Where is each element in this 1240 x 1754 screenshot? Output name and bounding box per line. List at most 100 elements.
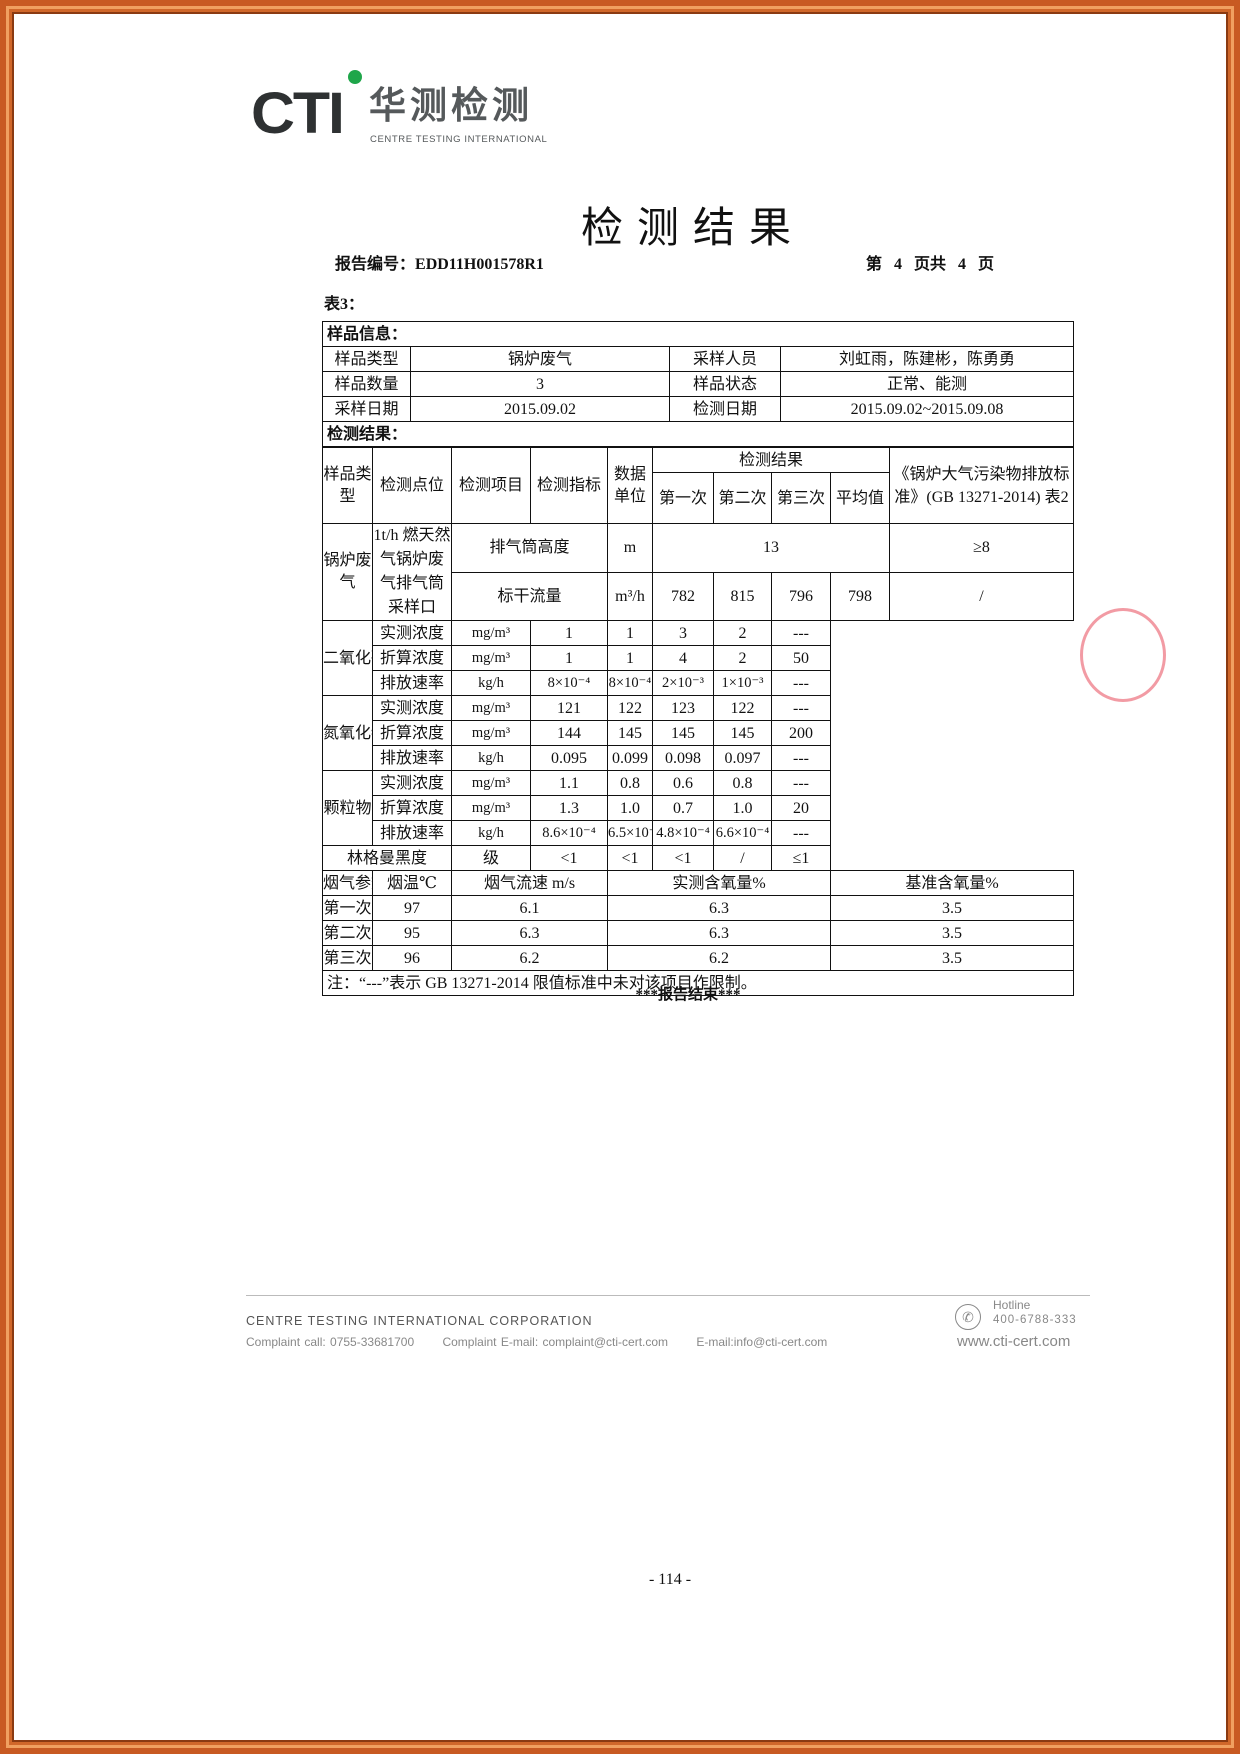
flue-header: 烟气流速 m/s (451, 870, 608, 896)
value-cell: 144 (530, 720, 608, 746)
run-cell: 第一次 (322, 895, 373, 921)
value-cell: 0.7 (652, 795, 714, 821)
header-point: 检测点位 (372, 447, 452, 524)
limit-cell: 50 (771, 645, 831, 671)
limit-cell: --- (771, 695, 831, 721)
hotline-label: Hotline (993, 1298, 1031, 1312)
cell-value: 锅炉废气 (410, 346, 670, 372)
value-cell: 1.1 (530, 770, 608, 796)
limit-cell: 200 (771, 720, 831, 746)
report-number-label: 报告编号： (335, 256, 416, 273)
cell-value: 2015.09.02 (410, 396, 670, 422)
cell-label: 检测日期 (669, 396, 781, 422)
footer-divider (246, 1295, 1090, 1296)
hotline-block: ✆ Hotline 400-6788-333 www.cti-cert.com (955, 1298, 1090, 1354)
info-email: E-mail:info@cti-cert.com (696, 1335, 828, 1349)
header-run-1: 第一次 (652, 472, 714, 524)
value-cell: 145 (607, 720, 653, 746)
reference-oxygen-cell: 3.5 (829, 895, 1075, 921)
unit-cell: kg/h (451, 670, 531, 696)
hotline-number: 400-6788-333 (993, 1314, 1077, 1326)
unit-cell: m (607, 523, 653, 573)
value-cell: 2 (713, 620, 772, 646)
index-cell: 实测浓度 (372, 620, 452, 646)
flue-row: 第三次 96 6.2 6.2 3.5 (322, 945, 1075, 971)
index-cell: 实测浓度 (372, 770, 452, 796)
cell-label: 样品状态 (669, 371, 781, 397)
header-run-3: 第三次 (771, 472, 831, 524)
table-row: 采样日期 2015.09.02 检测日期 2015.09.02~2015.09.08 (322, 396, 1075, 422)
cell-label: 样品类型 (322, 346, 411, 372)
cell-value: 正常、能测 (779, 371, 1075, 397)
value-cell: 8.6×10⁻⁴ (530, 820, 608, 846)
cell-label: 采样日期 (322, 396, 411, 422)
value-cell: 1.0 (607, 795, 653, 821)
index-cell: 折算浓度 (372, 795, 452, 821)
unit-cell: m³/h (607, 571, 653, 621)
value-cell: 145 (713, 720, 772, 746)
value-cell: 8×10⁻⁴ (607, 670, 653, 696)
value-cell: 6.6×10⁻⁴ (713, 820, 772, 846)
results-section: 检测结果： (321, 421, 1075, 447)
table-row: 锅炉废气 1t/h 燃天然气锅炉废气排气筒采样口 排气筒高度 m 13 ≥8 (322, 523, 1075, 621)
cell-value: 3 (410, 371, 670, 397)
sample-info-table: 样品信息： 样品类型 锅炉废气 采样人员 刘虹雨，陈建彬，陈勇勇 样品数量 3 样品状… (321, 321, 1075, 447)
logo-name-cn: 华测检测 (369, 84, 533, 127)
flue-row: 第一次 97 6.1 6.3 3.5 (322, 895, 1075, 921)
measured-oxygen-cell: 6.2 (607, 945, 831, 971)
seal-stamp (1080, 608, 1166, 702)
cti-logo: CTI 华测检测 CENTRE TESTING INTERNATIONAL (251, 70, 571, 150)
item-cell: 标干流量 (451, 571, 608, 621)
value-cell: 1 (607, 645, 653, 671)
table-row: 样品类型 锅炉废气 采样人员 刘虹雨，陈建彬，陈勇勇 (322, 346, 1075, 372)
header-run-2: 第二次 (713, 472, 772, 524)
table-row: 颗粒物 实测浓度 mg/m³ 1.1 0.8 0.6 0.8 --- (322, 770, 1074, 846)
value-cell: 4.8×10⁻⁴ (652, 820, 714, 846)
value-cell: <1 (652, 845, 714, 871)
unit-cell: kg/h (451, 820, 531, 846)
value-cell: 122 (713, 695, 772, 721)
cell-label: 样品数量 (322, 371, 411, 397)
header-item: 检测项目 (451, 447, 531, 524)
value-cell: 1 (530, 620, 608, 646)
value-cell: 1×10⁻³ (713, 670, 772, 696)
item-cell: 林格曼黑度 (322, 845, 452, 871)
page-indicator: 第 4 页共 4 页 (866, 256, 995, 273)
complaint-email: Complaint E-mail: complaint@cti-cert.com (442, 1335, 669, 1349)
flue-row: 第二次 95 6.3 6.3 3.5 (322, 920, 1075, 946)
value-cell: 796 (771, 571, 831, 621)
header-unit: 数据单位 (607, 447, 653, 524)
value-cell: 3 (652, 620, 714, 646)
unit-cell: 级 (451, 845, 531, 871)
unit-cell: mg/m³ (451, 645, 531, 671)
run-cell: 第三次 (322, 945, 373, 971)
header-result: 检测结果 (651, 447, 891, 473)
value-cell: <1 (530, 845, 608, 871)
flue-header: 实测含氧量% (607, 870, 831, 896)
item-cell: 二氧化硫 (322, 620, 373, 696)
table-note: 注：“---”表示 GB 13271-2014 限值标准中未对该项目作限制。 (321, 970, 1075, 996)
limit-cell: --- (771, 820, 831, 846)
index-cell: 排放速率 (372, 745, 452, 771)
limit-cell: --- (771, 745, 831, 771)
website: www.cti-cert.com (957, 1333, 1071, 1350)
velocity-cell: 6.3 (451, 920, 608, 946)
value-cell: 0.095 (530, 745, 608, 771)
table-label: 表3： (324, 296, 365, 313)
table-row: 标干流量 m³/h 782 815 796 798 / (323, 571, 1075, 621)
table-row: 林格曼黑度 级 <1 <1 <1 / ≤1 (322, 845, 1074, 871)
logo-dot-icon (348, 70, 362, 84)
value-cell: 2 (713, 645, 772, 671)
temp-cell: 96 (372, 945, 452, 971)
point-cell: 1t/h 燃天然气锅炉废气排气筒采样口 (372, 523, 452, 621)
limit-cell: / (889, 571, 1075, 621)
unit-cell: mg/m³ (451, 720, 531, 746)
table-row: 排放速率 kg/h 8×10⁻⁴ 8×10⁻⁴ 2×10⁻³ 1×10⁻³ --- (323, 670, 1074, 696)
value-cell: 13 (651, 523, 891, 573)
value-cell: 0.8 (607, 770, 653, 796)
table-row: 折算浓度 mg/m³ 144 145 145 145 200 (323, 720, 1074, 746)
report-number-value: EDD11H001578R1 (415, 256, 544, 273)
measured-oxygen-cell: 6.3 (607, 920, 831, 946)
cell-value: 2015.09.02~2015.09.08 (779, 396, 1075, 422)
